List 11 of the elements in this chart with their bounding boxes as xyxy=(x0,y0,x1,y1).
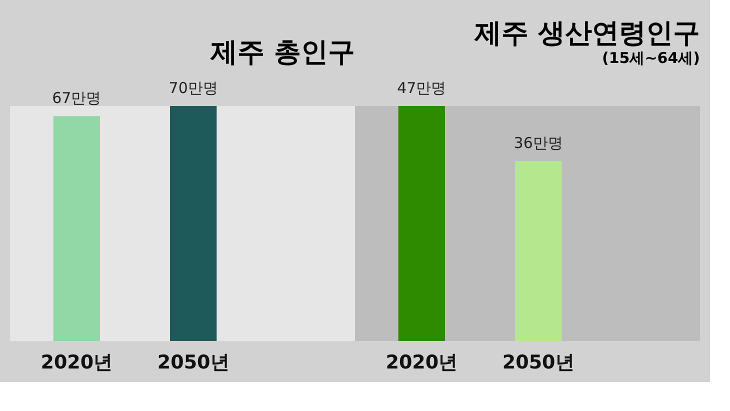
x-tick-label: 2020년 xyxy=(40,352,113,374)
x-tick-label: 2050년 xyxy=(157,352,230,374)
chart-title: 제주 총인구 xyxy=(210,37,355,68)
data-label: 47만명 xyxy=(397,79,446,97)
data-label: 36만명 xyxy=(514,134,563,152)
data-label: 70만명 xyxy=(168,79,218,97)
x-tick-label: 2020년 xyxy=(386,352,458,374)
text: (15세~64세) xyxy=(602,49,700,67)
x-tick-label: 2050년 xyxy=(502,352,574,374)
chart-title: 제주 생산연령인구 xyxy=(474,18,700,49)
data-label: 67만명 xyxy=(52,89,102,108)
